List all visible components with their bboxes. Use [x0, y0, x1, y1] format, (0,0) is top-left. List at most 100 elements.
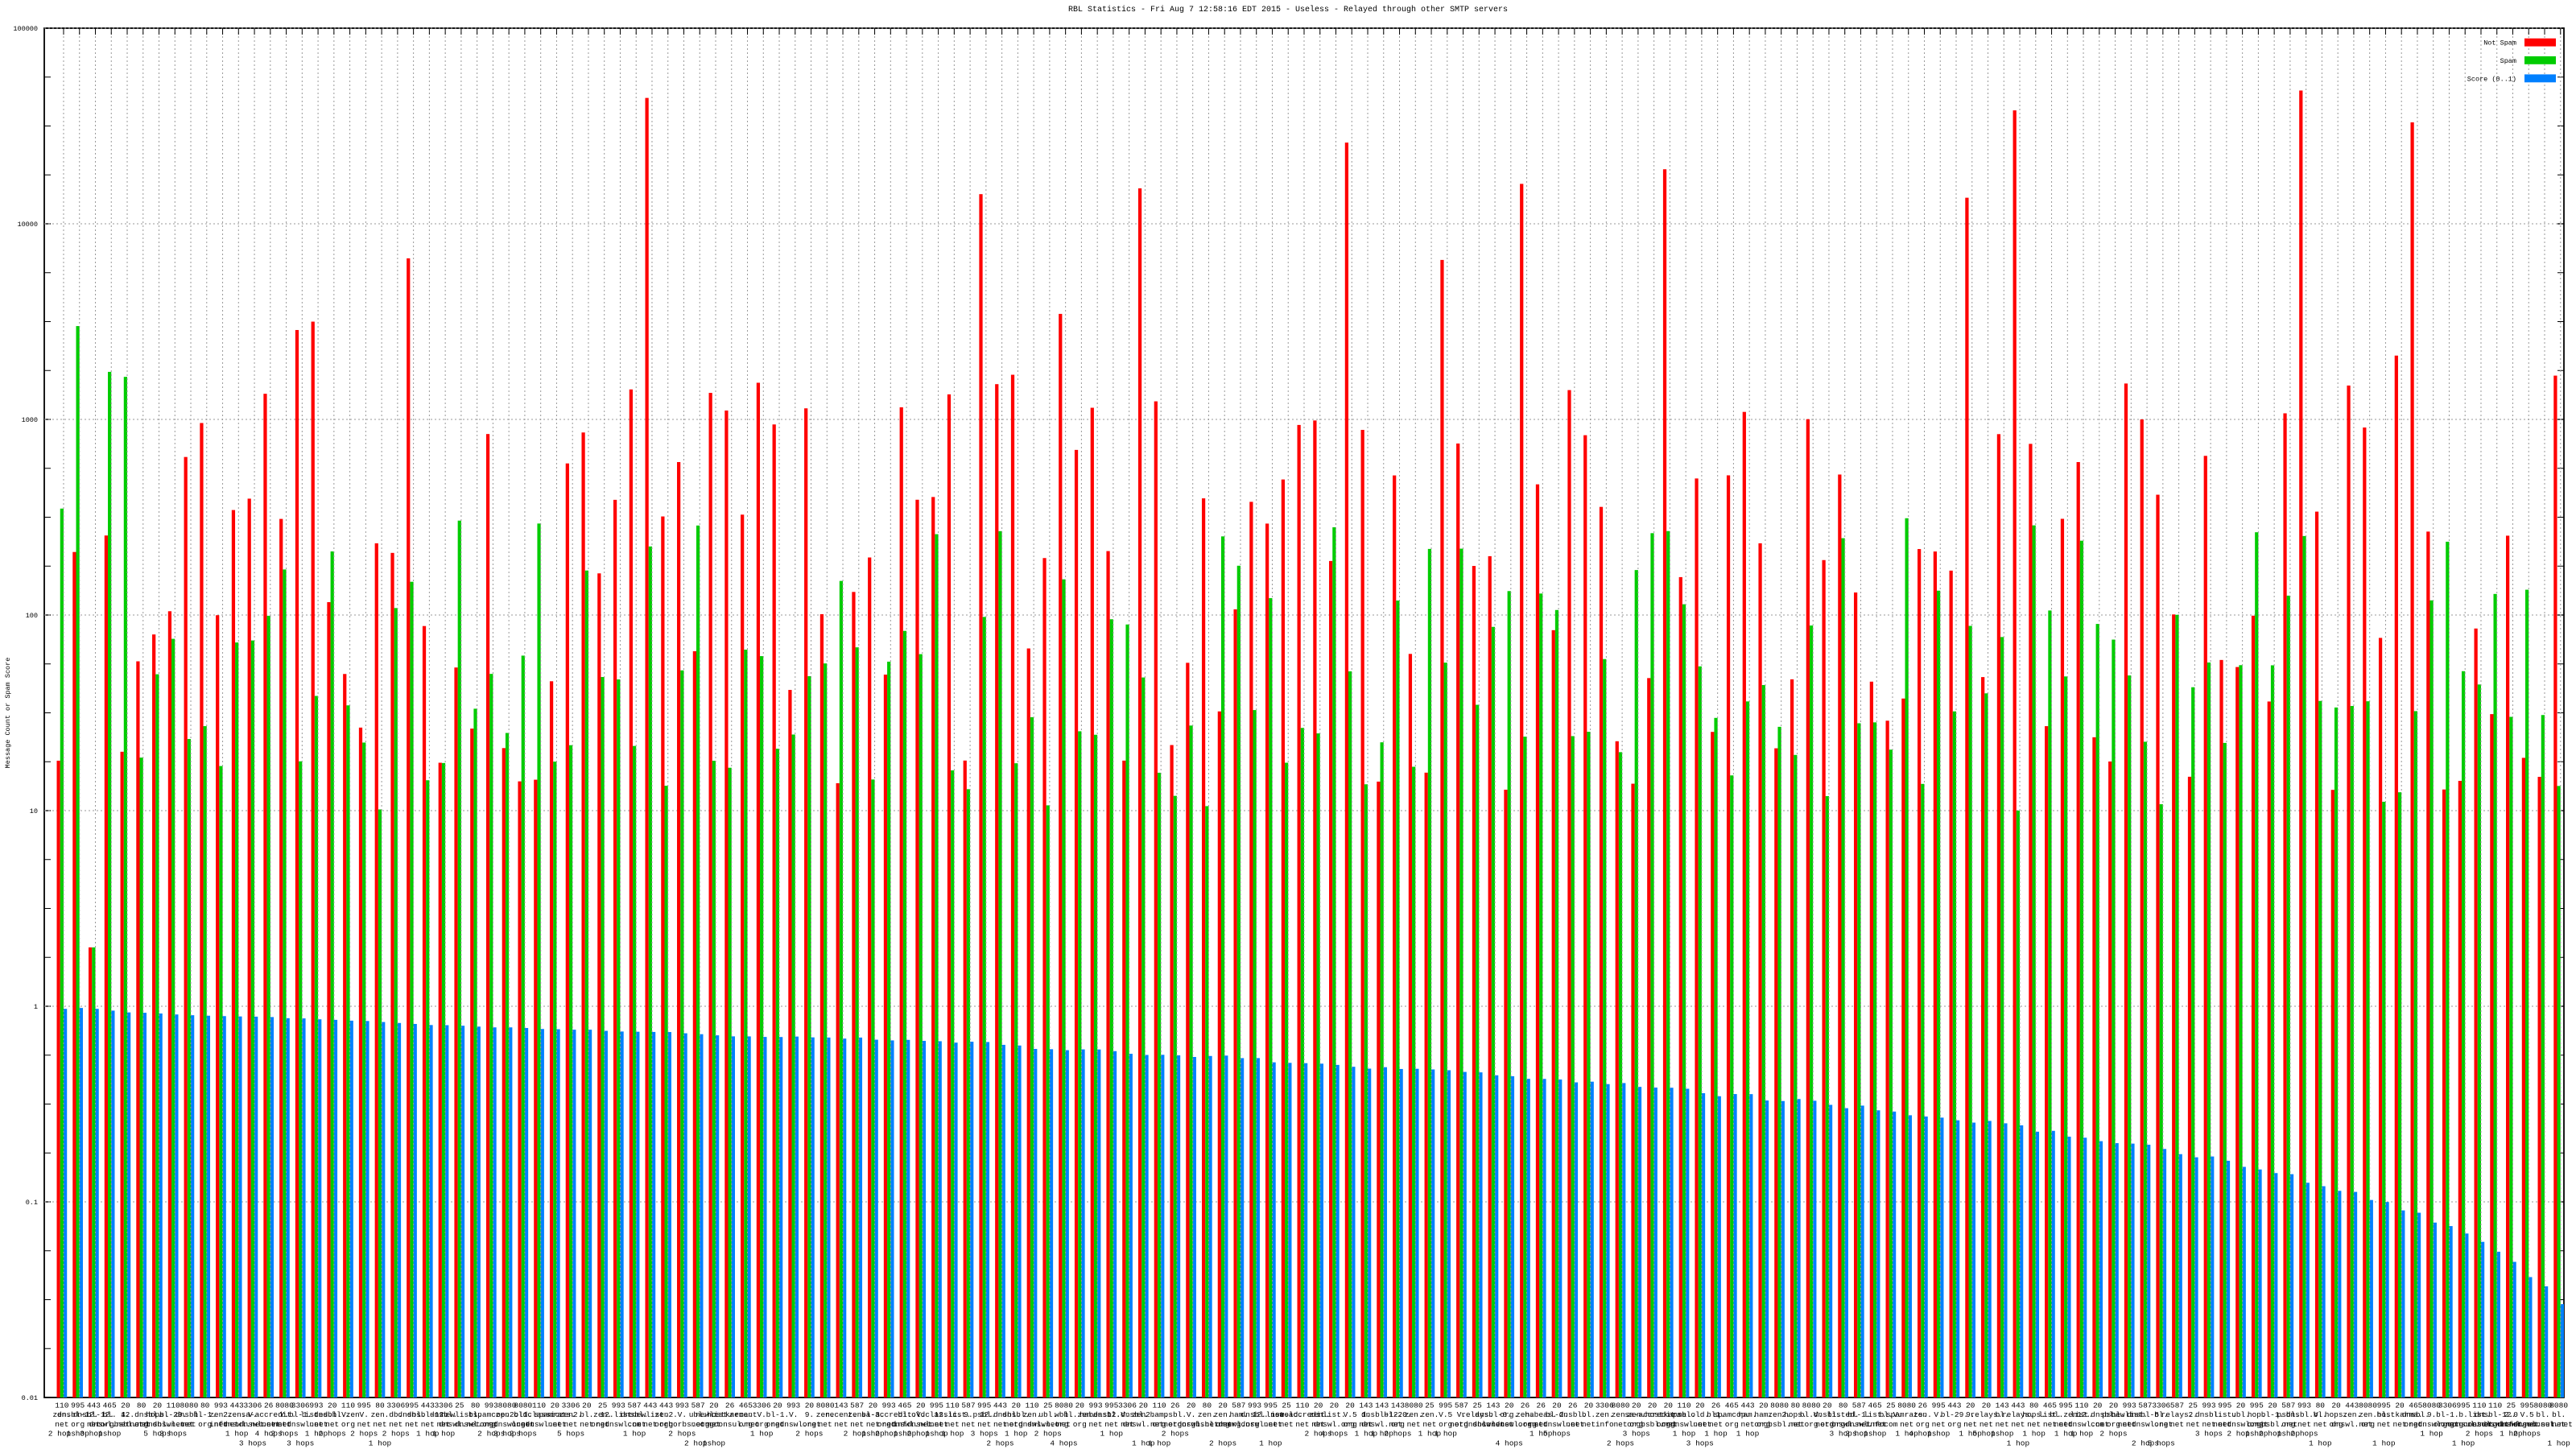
svg-text:9.: 9. [2427, 1410, 2436, 1419]
svg-text:26: 26 [1537, 1402, 1546, 1410]
svg-text:info: info [1866, 1420, 1885, 1429]
svg-text:100: 100 [26, 612, 38, 620]
svg-text:20: 20 [1552, 1402, 1562, 1410]
svg-text:110: 110 [946, 1402, 960, 1410]
svg-text:20: 20 [1187, 1402, 1196, 1410]
svg-text:587: 587 [2170, 1402, 2184, 1410]
svg-text:net: net [2011, 1420, 2025, 1429]
svg-text:org: org [1073, 1420, 1087, 1429]
svg-text:net: net [1057, 1420, 1071, 1429]
svg-text:143: 143 [1391, 1402, 1405, 1410]
svg-text:1 hop: 1 hop [1991, 1430, 2014, 1439]
svg-text:1 hop: 1 hop [1148, 1439, 1171, 1447]
svg-text:zen2.: zen2. [654, 1410, 678, 1419]
svg-text:80: 80 [2316, 1402, 2326, 1410]
svg-text:995: 995 [1104, 1402, 1118, 1410]
svg-text:2 hops: 2 hops [1384, 1430, 1411, 1439]
svg-text:3 hops: 3 hops [2195, 1430, 2223, 1439]
svg-text:25: 25 [2507, 1402, 2516, 1410]
svg-text:2.0: 2.0 [2504, 1410, 2518, 1419]
svg-text:2 hops: 2 hops [1162, 1430, 1189, 1439]
svg-text:26: 26 [264, 1402, 274, 1410]
svg-text:3 hops: 3 hops [239, 1439, 266, 1447]
svg-text:995: 995 [1264, 1402, 1278, 1410]
svg-text:587: 587 [628, 1402, 642, 1410]
svg-text:org: org [2361, 1420, 2375, 1429]
svg-text:143: 143 [1359, 1402, 1373, 1410]
svg-text:V.: V. [360, 1410, 369, 1419]
svg-text:995: 995 [977, 1402, 991, 1410]
svg-text:4 hops: 4 hops [1050, 1439, 1077, 1447]
svg-text:V.: V. [789, 1410, 798, 1419]
svg-text:110: 110 [167, 1402, 180, 1410]
svg-text:3306: 3306 [753, 1402, 771, 1410]
svg-text:995: 995 [2520, 1402, 2534, 1410]
svg-text:bl.: bl. [2552, 1410, 2566, 1419]
svg-text:110: 110 [341, 1402, 355, 1410]
svg-text:list.: list. [1323, 1410, 1346, 1419]
svg-text:995: 995 [71, 1402, 85, 1410]
svg-text:465: 465 [1725, 1402, 1739, 1410]
svg-text:443: 443 [659, 1402, 673, 1410]
svg-text:20: 20 [2331, 1402, 2341, 1410]
svg-text:org: org [71, 1420, 85, 1429]
svg-text:V.: V. [757, 1410, 766, 1419]
svg-text:net: net [1963, 1420, 1977, 1429]
svg-text:10000: 10000 [17, 221, 38, 229]
svg-text:8080: 8080 [1802, 1402, 1821, 1410]
svg-text:25: 25 [1425, 1402, 1435, 1410]
svg-text:1 hop: 1 hop [623, 1430, 646, 1439]
svg-text:995: 995 [2218, 1402, 2231, 1410]
svg-text:26: 26 [1918, 1402, 1928, 1410]
svg-text:V.: V. [678, 1410, 687, 1419]
svg-text:25: 25 [1282, 1402, 1291, 1410]
svg-text:993: 993 [882, 1402, 896, 1410]
svg-text:587: 587 [961, 1402, 975, 1410]
svg-text:net: net [930, 1420, 943, 1429]
svg-text:20: 20 [1982, 1402, 1992, 1410]
svg-text:993: 993 [1248, 1402, 1261, 1410]
svg-text:zen.: zen. [1421, 1410, 1439, 1419]
svg-text:1 hop: 1 hop [369, 1439, 392, 1447]
svg-text:465: 465 [1868, 1402, 1882, 1410]
svg-text:net: net [850, 1420, 864, 1429]
svg-text:net: net [1104, 1420, 1118, 1429]
svg-text:1 hop: 1 hop [1005, 1430, 1028, 1439]
svg-text:20: 20 [2236, 1402, 2246, 1410]
svg-text:9.: 9. [964, 1410, 972, 1419]
svg-text:3306: 3306 [2438, 1402, 2457, 1410]
svg-text:110: 110 [55, 1402, 68, 1410]
svg-text:9.: 9. [805, 1410, 814, 1419]
svg-text:110: 110 [1295, 1402, 1309, 1410]
svg-text:2 hops: 2 hops [382, 1430, 410, 1439]
svg-text:80: 80 [1839, 1402, 1848, 1410]
svg-text:993: 993 [612, 1402, 625, 1410]
svg-text:1 hop: 1 hop [941, 1430, 964, 1439]
svg-text:3306: 3306 [244, 1402, 262, 1410]
svg-text:8080: 8080 [1770, 1402, 1789, 1410]
svg-text:993: 993 [1088, 1402, 1102, 1410]
svg-text:net: net [2377, 1420, 2391, 1429]
svg-text:1 hop: 1 hop [2420, 1430, 2443, 1439]
svg-text:993: 993 [2123, 1402, 2136, 1410]
svg-text:2 hops: 2 hops [350, 1430, 378, 1439]
svg-text:8080: 8080 [514, 1402, 532, 1410]
svg-text:net: net [182, 1420, 196, 1429]
svg-text:1 hop: 1 hop [2452, 1439, 2475, 1447]
svg-text:110: 110 [2488, 1402, 2502, 1410]
svg-text:3 hops: 3 hops [159, 1430, 187, 1439]
svg-text:80: 80 [137, 1402, 147, 1410]
svg-text:20: 20 [916, 1402, 926, 1410]
svg-text:20: 20 [1314, 1402, 1323, 1410]
svg-text:org: org [739, 1420, 753, 1429]
svg-text:993: 993 [2297, 1402, 2311, 1410]
svg-text:V.: V. [1187, 1410, 1195, 1419]
svg-text:8080: 8080 [1405, 1402, 1423, 1410]
svg-text:2 hops: 2 hops [2466, 1430, 2493, 1439]
svg-text:com: com [1884, 1420, 1897, 1429]
svg-text:995: 995 [2377, 1402, 2391, 1410]
svg-text:3306: 3306 [562, 1402, 580, 1410]
svg-text:8080: 8080 [2359, 1402, 2377, 1410]
svg-text:net: net [325, 1420, 339, 1429]
svg-text:3306: 3306 [2152, 1402, 2170, 1410]
